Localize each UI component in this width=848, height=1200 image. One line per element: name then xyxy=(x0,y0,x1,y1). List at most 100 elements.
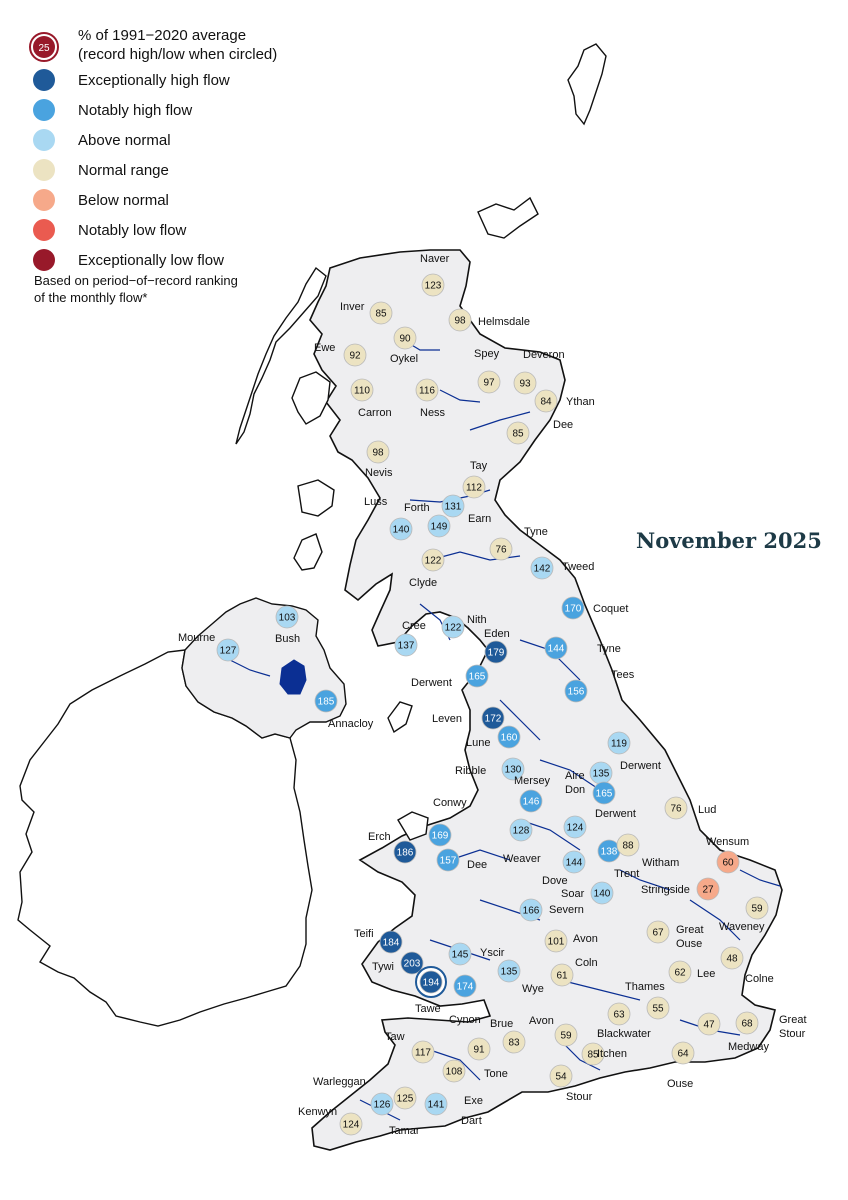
station-name: Inver xyxy=(340,301,365,313)
station-value: 127 xyxy=(220,646,237,657)
station-marker: 83 xyxy=(502,1030,526,1054)
station-marker: 84 xyxy=(534,389,558,413)
station-marker: 85 xyxy=(506,421,530,445)
station-name: Derwent xyxy=(411,677,452,689)
station-marker: 128 xyxy=(509,818,533,842)
station-name: Avon xyxy=(529,1015,554,1027)
station-value: 128 xyxy=(513,826,530,837)
station-dot xyxy=(481,706,505,730)
station-value: 90 xyxy=(399,334,411,345)
station-value: 169 xyxy=(432,831,449,842)
station-marker: 64 xyxy=(671,1041,695,1065)
station-name: Avon xyxy=(573,933,598,945)
station-name: Tone xyxy=(484,1068,508,1080)
station-value: 135 xyxy=(501,967,518,978)
station-name: Witham xyxy=(642,857,679,869)
station-name: Soar xyxy=(561,888,585,900)
station-marker: 145 xyxy=(448,942,472,966)
station-name: Lee xyxy=(697,968,715,980)
station-name: Tyne xyxy=(524,526,548,538)
station-value: 185 xyxy=(318,697,335,708)
station-marker: 55 xyxy=(646,996,670,1020)
station-name: Ness xyxy=(420,407,446,419)
station-dot xyxy=(561,596,585,620)
station-dot xyxy=(427,514,451,538)
station-value: 135 xyxy=(593,769,610,780)
station-name: Dove xyxy=(542,875,568,887)
station-name: Tawe xyxy=(415,1003,441,1015)
station-value: 93 xyxy=(519,379,531,390)
station-marker: 156 xyxy=(564,679,588,703)
station-marker: 122 xyxy=(421,548,445,572)
station-value: 68 xyxy=(741,1019,753,1030)
station-name: Deveron xyxy=(523,349,565,361)
station-name: Yscir xyxy=(480,947,505,959)
station-marker: 60 xyxy=(716,850,740,874)
station-marker: 88 xyxy=(616,833,640,857)
station-marker: 184 xyxy=(379,930,403,954)
station-name: Taw xyxy=(385,1031,405,1043)
station-marker: 186 xyxy=(393,840,417,864)
station-dot xyxy=(467,1037,491,1061)
station-name: Leven xyxy=(432,713,462,725)
station-dot xyxy=(530,556,554,580)
station-name: Dart xyxy=(461,1115,482,1127)
station-marker: 97 xyxy=(477,370,501,394)
station-value: 179 xyxy=(488,648,505,659)
station-name: Ythan xyxy=(566,396,595,408)
station-marker: 160 xyxy=(497,725,521,749)
station-value: 62 xyxy=(674,968,686,979)
station-marker: 48 xyxy=(720,946,744,970)
station-name: Derwent xyxy=(595,808,636,820)
station-value: 184 xyxy=(383,938,400,949)
station-marker: 63 xyxy=(607,1002,631,1026)
station-dot xyxy=(421,548,445,572)
station-dot xyxy=(590,881,614,905)
station-name: Stringside xyxy=(641,884,690,896)
station-value: 63 xyxy=(613,1010,625,1021)
station-name: Ouse xyxy=(667,1078,693,1090)
station-name: Itchen xyxy=(597,1048,627,1060)
station-marker: 61 xyxy=(550,963,574,987)
station-marker: 185 xyxy=(314,689,338,713)
station-dot xyxy=(442,1059,466,1083)
station-marker: 124 xyxy=(339,1112,363,1136)
station-marker: 194 xyxy=(415,966,447,998)
station-dot xyxy=(564,679,588,703)
station-dot xyxy=(502,1030,526,1054)
station-marker: 59 xyxy=(745,896,769,920)
station-marker: 108 xyxy=(442,1059,466,1083)
outer-hebrides xyxy=(235,266,327,445)
legend-swatch xyxy=(33,159,55,181)
station-marker: 62 xyxy=(668,960,692,984)
station-marker: 67 xyxy=(646,920,670,944)
station-dot xyxy=(549,1064,573,1088)
station-dot xyxy=(519,789,543,813)
station-marker: 144 xyxy=(544,636,568,660)
station-marker: 76 xyxy=(489,537,513,561)
station-dot xyxy=(366,440,390,464)
legend-items: Exceptionally high flow Notably high flow… xyxy=(33,69,230,271)
station-dot xyxy=(419,970,443,994)
station-dot xyxy=(562,850,586,874)
station-marker: 103 xyxy=(275,605,299,629)
station-marker: 127 xyxy=(216,638,240,662)
station-value: 85 xyxy=(512,429,524,440)
station-value: 125 xyxy=(397,1094,414,1105)
station-value: 27 xyxy=(702,885,714,896)
station-dot xyxy=(415,378,439,402)
station-marker: 135 xyxy=(589,761,613,785)
station-name: Dee xyxy=(553,419,573,431)
legend-swatch xyxy=(33,189,55,211)
station-dot xyxy=(275,605,299,629)
station-value: 116 xyxy=(419,386,435,397)
station-dot xyxy=(379,930,403,954)
station-marker: 117 xyxy=(411,1040,435,1064)
station-marker: 76 xyxy=(664,796,688,820)
station-name: Tees xyxy=(611,669,635,681)
station-value: 76 xyxy=(670,804,682,815)
station-value: 138 xyxy=(601,847,618,858)
station-dot xyxy=(428,823,452,847)
station-name: Lud xyxy=(698,804,716,816)
station-name: Dee xyxy=(467,859,487,871)
